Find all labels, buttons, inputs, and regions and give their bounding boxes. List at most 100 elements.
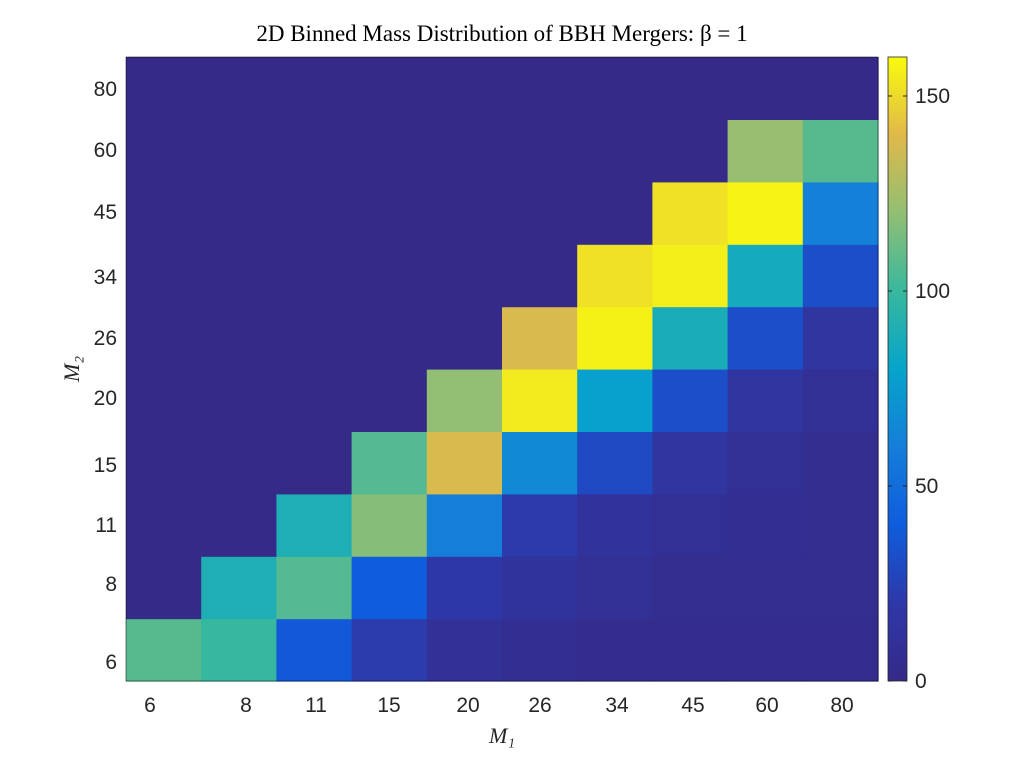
heatmap-cell [577, 618, 653, 682]
heatmap-cell [201, 618, 277, 682]
colorbar-tick-label: 100 [915, 280, 950, 303]
heatmap-cell [802, 306, 879, 370]
heatmap-cells [126, 57, 879, 682]
heatmap-cell [727, 493, 804, 557]
heatmap-cell [727, 431, 804, 495]
heatmap-cell [426, 119, 503, 183]
chart-title: 2D Binned Mass Distribution of BBH Merge… [256, 21, 747, 46]
y-tick-label: 60 [94, 139, 117, 162]
heatmap-cell [502, 431, 578, 495]
heatmap-cell [426, 369, 503, 432]
heatmap-cell [426, 244, 503, 308]
x-tick-label: 15 [377, 694, 400, 717]
heatmap-cell [426, 306, 503, 370]
heatmap-cell [577, 493, 653, 557]
heatmap-cell [276, 431, 353, 495]
heatmap-cell [126, 244, 202, 308]
heatmap-cell [201, 119, 277, 183]
heatmap-cell [652, 119, 729, 183]
heatmap-cell [126, 306, 202, 370]
heatmap-cell [276, 618, 353, 682]
heatmap-cell [652, 618, 729, 682]
heatmap-cell [276, 119, 353, 183]
heatmap-cell [201, 431, 277, 495]
y-tick-label: 45 [94, 201, 117, 224]
heatmap-cell [126, 369, 202, 432]
y-axis-ticks: 6 8 11 15 20 26 34 45 60 80 [94, 78, 118, 674]
heatmap-cell [802, 493, 879, 557]
colorbar-tick-label: 50 [915, 475, 938, 498]
heatmap-cell [201, 306, 277, 370]
heatmap-cell [802, 431, 879, 495]
heatmap-cell [426, 618, 503, 682]
heatmap-cell [502, 556, 578, 620]
heatmap-cell [502, 119, 578, 183]
heatmap-cell [727, 306, 804, 370]
heatmap-cell [351, 181, 428, 245]
y-tick-label: 15 [94, 454, 117, 477]
heatmap-cell [577, 57, 653, 120]
x-tick-label: 8 [240, 694, 252, 717]
heatmap-cell [502, 369, 578, 432]
heatmap-cell [426, 181, 503, 245]
colorbar [887, 56, 908, 682]
heatmap-cell [502, 57, 578, 120]
heatmap-cell [126, 618, 202, 682]
heatmap-cell [502, 493, 578, 557]
heatmap-cell [577, 119, 653, 183]
heatmap-cell [126, 431, 202, 495]
heatmap-cell [652, 493, 729, 557]
heatmap-cell [126, 556, 202, 620]
x-tick-label: 20 [456, 694, 479, 717]
heatmap-cell [201, 369, 277, 432]
heatmap-cell [577, 556, 653, 620]
y-axis-label: M₂ [59, 356, 84, 383]
heatmap-cell [201, 244, 277, 308]
heatmap-cell [351, 306, 428, 370]
x-axis-ticks: 6 8 11 15 20 26 34 45 60 80 [144, 694, 854, 717]
heatmap-cell [126, 57, 202, 120]
heatmap-cell [727, 119, 804, 183]
y-tick-label: 80 [94, 78, 117, 101]
plot-area-frame [125, 56, 879, 682]
heatmap-cell [276, 556, 353, 620]
heatmap-cell [577, 369, 653, 432]
heatmap-cell [577, 181, 653, 245]
heatmap-cell [802, 119, 879, 183]
heatmap-cell [201, 493, 277, 557]
heatmap-cell [201, 57, 277, 120]
heatmap-cell [727, 369, 804, 432]
heatmap-cell [276, 57, 353, 120]
y-tick-label: 20 [94, 387, 117, 410]
x-tick-label: 80 [830, 694, 853, 717]
y-tick-label: 11 [95, 514, 117, 537]
x-tick-label: 45 [681, 694, 704, 717]
heatmap-cell [802, 369, 879, 432]
heatmap-cell [502, 618, 578, 682]
heatmap-cell [652, 556, 729, 620]
heatmap-cell [426, 431, 503, 495]
x-tick-label: 34 [605, 694, 629, 717]
heatmap-cell [351, 369, 428, 432]
heatmap-cell [802, 181, 879, 245]
heatmap-cell [652, 244, 729, 308]
heatmap-cell [276, 493, 353, 557]
x-tick-label: 6 [144, 694, 156, 717]
heatmap-cell [201, 556, 277, 620]
heatmap-cell [276, 369, 353, 432]
heatmap-cell [502, 181, 578, 245]
heatmap-cell [802, 618, 879, 682]
heatmap-cell [727, 244, 804, 308]
heatmap-cell [577, 431, 653, 495]
heatmap-cell [652, 181, 729, 245]
x-tick-label: 26 [528, 694, 551, 717]
x-tick-label: 60 [755, 694, 778, 717]
heatmap-cell [802, 556, 879, 620]
y-tick-label: 26 [94, 327, 117, 350]
heatmap-cell [426, 556, 503, 620]
heatmap-cell [502, 306, 578, 370]
x-axis-label: M₁ [488, 723, 515, 748]
heatmap-cell [802, 57, 879, 120]
heatmap-cell [426, 493, 503, 557]
